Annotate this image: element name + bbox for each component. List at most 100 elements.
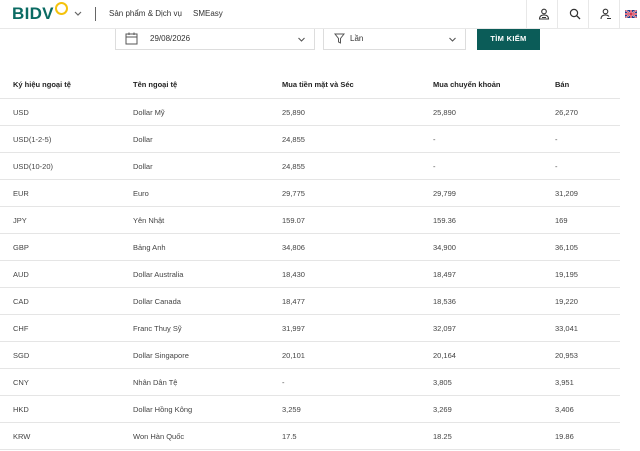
- table-row: USD Dollar Mỹ 25,890 25,890 26,270: [0, 98, 620, 126]
- cash-buy-rate: 24,855: [282, 152, 433, 180]
- type-filter-value: Lần: [350, 34, 364, 43]
- currency-code: HKD: [0, 395, 133, 423]
- chevron-down-icon: [449, 37, 456, 42]
- header-divider: [95, 7, 96, 21]
- currency-code: USD(1-2-5): [0, 125, 133, 153]
- currency-name: Dollar Hồng Kông: [133, 395, 282, 423]
- sell-rate: 3,951: [555, 368, 620, 396]
- table-row: CAD Dollar Canada 18,477 18,536 19,220: [0, 287, 620, 315]
- chevron-down-icon: [298, 37, 305, 42]
- currency-name: Won Hàn Quốc: [133, 422, 282, 450]
- transfer-buy-rate: 159.36: [433, 206, 555, 234]
- transfer-buy-rate: 3,269: [433, 395, 555, 423]
- date-picker[interactable]: 29/08/2026: [115, 26, 315, 50]
- logo-star-icon: [54, 2, 68, 15]
- currency-name: Nhân Dân Tệ: [133, 368, 282, 396]
- column-header-cash-buy: Mua tiền mặt và Séc: [282, 70, 433, 99]
- currency-name: Euro: [133, 179, 282, 207]
- bidv-logo[interactable]: BIDV: [12, 2, 68, 23]
- currency-name: Dollar Mỹ: [133, 98, 282, 126]
- currency-name: Franc Thuỵ Sỹ: [133, 314, 282, 342]
- column-header-name: Tên ngoại tệ: [133, 70, 282, 99]
- currency-code: CHF: [0, 314, 133, 342]
- table-row: EUR Euro 29,775 29,799 31,209: [0, 179, 620, 207]
- chevron-down-icon[interactable]: [73, 9, 83, 19]
- cash-buy-rate: 29,775: [282, 179, 433, 207]
- search-submit-button[interactable]: TÌM KIẾM: [477, 26, 540, 50]
- cash-buy-rate: 159.07: [282, 206, 433, 234]
- column-header-transfer-buy: Mua chuyển khoản: [433, 70, 555, 99]
- currency-name: Dollar: [133, 125, 282, 153]
- transfer-buy-rate: 18.25: [433, 422, 555, 450]
- table-row: CHF Franc Thuỵ Sỹ 31,997 32,097 33,041: [0, 314, 620, 342]
- date-value: 29/08/2026: [150, 34, 191, 43]
- transfer-buy-rate: 32,097: [433, 314, 555, 342]
- nav-products-services[interactable]: Sản phẩm & Dịch vụ: [109, 9, 182, 18]
- currency-code: KRW: [0, 422, 133, 450]
- cash-buy-rate: 25,890: [282, 98, 433, 126]
- transfer-buy-rate: 34,900: [433, 233, 555, 261]
- sell-rate: 26,270: [555, 98, 620, 126]
- user-register-icon: [600, 8, 611, 20]
- cash-buy-rate: 20,101: [282, 341, 433, 369]
- sell-rate: 3,406: [555, 395, 620, 423]
- currency-name: Dollar Australia: [133, 260, 282, 288]
- filter-icon: [334, 33, 345, 44]
- currency-code: JPY: [0, 206, 133, 234]
- cash-buy-rate: 34,806: [282, 233, 433, 261]
- transfer-buy-rate: -: [433, 125, 555, 153]
- table-row: USD(10-20) Dollar 24,855- -: [0, 152, 620, 180]
- column-header-code: Ký hiệu ngoại tệ: [0, 70, 133, 99]
- cash-buy-rate: 18,477: [282, 287, 433, 315]
- currency-name: Yên Nhật: [133, 206, 282, 234]
- login-button[interactable]: [526, 0, 561, 28]
- register-button[interactable]: [588, 0, 623, 28]
- transfer-buy-rate: 29,799: [433, 179, 555, 207]
- currency-name: Bảng Anh: [133, 233, 282, 261]
- table-row: AUD Dollar Australia 18,430 18,497 19,195: [0, 260, 620, 288]
- cash-buy-rate: 3,259: [282, 395, 433, 423]
- cash-buy-rate: 17.5: [282, 422, 433, 450]
- currency-code: USD(10-20): [0, 152, 133, 180]
- search-icon: [569, 8, 581, 20]
- table-row: KRW Won Hàn Quốc 17.5 18.25 19.86: [0, 422, 620, 450]
- site-header: BIDV Sản phẩm & Dịch vụ SMEasy: [0, 0, 640, 29]
- type-filter-select[interactable]: Lần: [323, 26, 466, 50]
- exchange-rate-table: Ký hiệu ngoại tệ Tên ngoại tệ Mua tiền m…: [0, 70, 620, 450]
- currency-code: EUR: [0, 179, 133, 207]
- sell-rate: 19,220: [555, 287, 620, 315]
- search-button[interactable]: [557, 0, 592, 28]
- language-button[interactable]: [619, 0, 640, 28]
- currency-name: Dollar Canada: [133, 287, 282, 315]
- transfer-buy-rate: 20,164: [433, 341, 555, 369]
- sell-rate: 19.86: [555, 422, 620, 450]
- uk-flag-icon: [624, 10, 637, 18]
- currency-code: CAD: [0, 287, 133, 315]
- user-login-icon: [538, 8, 550, 20]
- cash-buy-rate: 31,997: [282, 314, 433, 342]
- currency-code: AUD: [0, 260, 133, 288]
- sell-rate: 19,195: [555, 260, 620, 288]
- cash-buy-rate: 24,855: [282, 125, 433, 153]
- transfer-buy-rate: -: [433, 152, 555, 180]
- cash-buy-rate: -: [282, 368, 433, 396]
- nav-smeasy[interactable]: SMEasy: [193, 9, 223, 18]
- sell-rate: -: [555, 125, 620, 153]
- sell-rate: 33,041: [555, 314, 620, 342]
- calendar-icon: [125, 32, 138, 45]
- logo-text: BIDV: [12, 4, 54, 23]
- sell-rate: 20,953: [555, 341, 620, 369]
- currency-name: Dollar Singapore: [133, 341, 282, 369]
- currency-code: GBP: [0, 233, 133, 261]
- sell-rate: -: [555, 152, 620, 180]
- table-row: SGD Dollar Singapore 20,101 20,164 20,953: [0, 341, 620, 369]
- column-header-sell: Bán: [555, 70, 620, 99]
- table-row: HKD Dollar Hồng Kông 3,259 3,269 3,406: [0, 395, 620, 423]
- transfer-buy-rate: 18,536: [433, 287, 555, 315]
- currency-code: USD: [0, 98, 133, 126]
- sell-rate: 31,209: [555, 179, 620, 207]
- currency-code: SGD: [0, 341, 133, 369]
- currency-name: Dollar: [133, 152, 282, 180]
- transfer-buy-rate: 3,805: [433, 368, 555, 396]
- table-row: JPY Yên Nhật 159.07 159.36 169: [0, 206, 620, 234]
